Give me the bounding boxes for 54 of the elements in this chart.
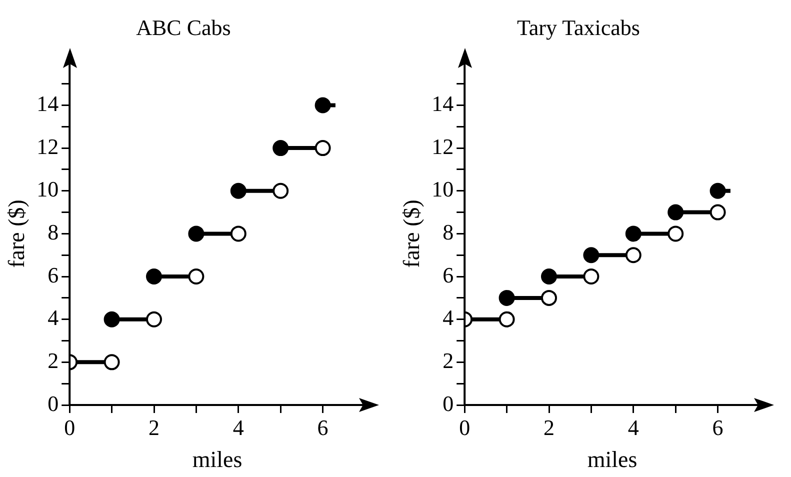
point bbox=[314, 140, 331, 156]
point bbox=[314, 97, 331, 114]
y-tick-label: 10 bbox=[36, 176, 59, 202]
point bbox=[146, 268, 162, 285]
y-tick-label: 14 bbox=[36, 91, 59, 116]
y-tick-label: 12 bbox=[432, 134, 454, 159]
point bbox=[710, 204, 726, 220]
y-tick-label: 4 bbox=[442, 305, 454, 330]
point bbox=[230, 182, 246, 199]
x-tick-label: 2 bbox=[148, 414, 160, 440]
x-tick-label: 4 bbox=[628, 414, 639, 440]
x-tick-label: 6 bbox=[712, 414, 724, 440]
point bbox=[583, 268, 600, 285]
y-tick-label: 4 bbox=[48, 305, 59, 330]
point bbox=[146, 311, 162, 328]
point bbox=[583, 247, 600, 264]
x-tick-label: 0 bbox=[64, 414, 76, 440]
point bbox=[625, 226, 642, 242]
point bbox=[710, 182, 726, 199]
point bbox=[272, 182, 289, 199]
x-tick-label: 6 bbox=[317, 414, 328, 440]
x-tick-label: 4 bbox=[232, 414, 244, 440]
y-axis-title: fare ($) bbox=[398, 200, 424, 268]
point bbox=[625, 247, 642, 264]
point bbox=[541, 268, 557, 285]
point bbox=[104, 311, 120, 328]
y-tick-label: 8 bbox=[48, 219, 59, 244]
y-tick-label: 8 bbox=[442, 219, 454, 244]
y-tick-label: 10 bbox=[432, 176, 454, 202]
y-tick-label: 6 bbox=[442, 262, 454, 288]
point bbox=[668, 204, 684, 220]
y-tick-label: 2 bbox=[48, 348, 59, 373]
y-tick-label: 0 bbox=[442, 390, 454, 416]
point bbox=[498, 290, 515, 306]
x-tick-label: 0 bbox=[459, 414, 470, 440]
y-tick-label: 14 bbox=[432, 91, 454, 116]
point bbox=[668, 226, 684, 242]
y-tick-label: 0 bbox=[48, 390, 59, 416]
point bbox=[230, 226, 246, 242]
point bbox=[541, 290, 557, 306]
point bbox=[188, 226, 204, 242]
point bbox=[272, 140, 289, 156]
chart-title: ABC Cabs bbox=[136, 14, 231, 40]
point bbox=[188, 268, 204, 285]
point bbox=[104, 354, 120, 370]
chart-title: Tary Taxicabs bbox=[517, 14, 640, 40]
y-tick-label: 2 bbox=[442, 348, 454, 373]
x-axis-title: miles bbox=[587, 447, 638, 472]
x-axis-title: miles bbox=[192, 447, 242, 472]
y-tick-label: 6 bbox=[48, 262, 59, 288]
y-tick-label: 12 bbox=[36, 134, 59, 159]
point bbox=[498, 311, 515, 328]
y-axis-title: fare ($) bbox=[4, 200, 29, 268]
x-tick-label: 2 bbox=[544, 414, 554, 440]
